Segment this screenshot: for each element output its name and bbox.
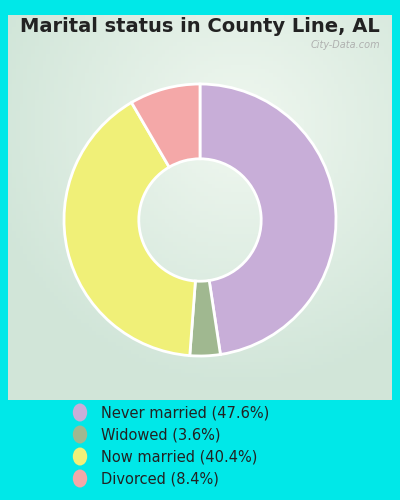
- Text: Never married (47.6%): Never married (47.6%): [101, 405, 270, 420]
- Wedge shape: [190, 280, 220, 356]
- Text: Widowed (3.6%): Widowed (3.6%): [101, 427, 221, 442]
- Text: Marital status in County Line, AL: Marital status in County Line, AL: [20, 18, 380, 36]
- Wedge shape: [200, 84, 336, 354]
- Text: Divorced (8.4%): Divorced (8.4%): [101, 471, 219, 486]
- Wedge shape: [132, 84, 200, 167]
- Text: Now married (40.4%): Now married (40.4%): [101, 449, 258, 464]
- Text: City-Data.com: City-Data.com: [310, 40, 380, 50]
- Wedge shape: [64, 102, 195, 356]
